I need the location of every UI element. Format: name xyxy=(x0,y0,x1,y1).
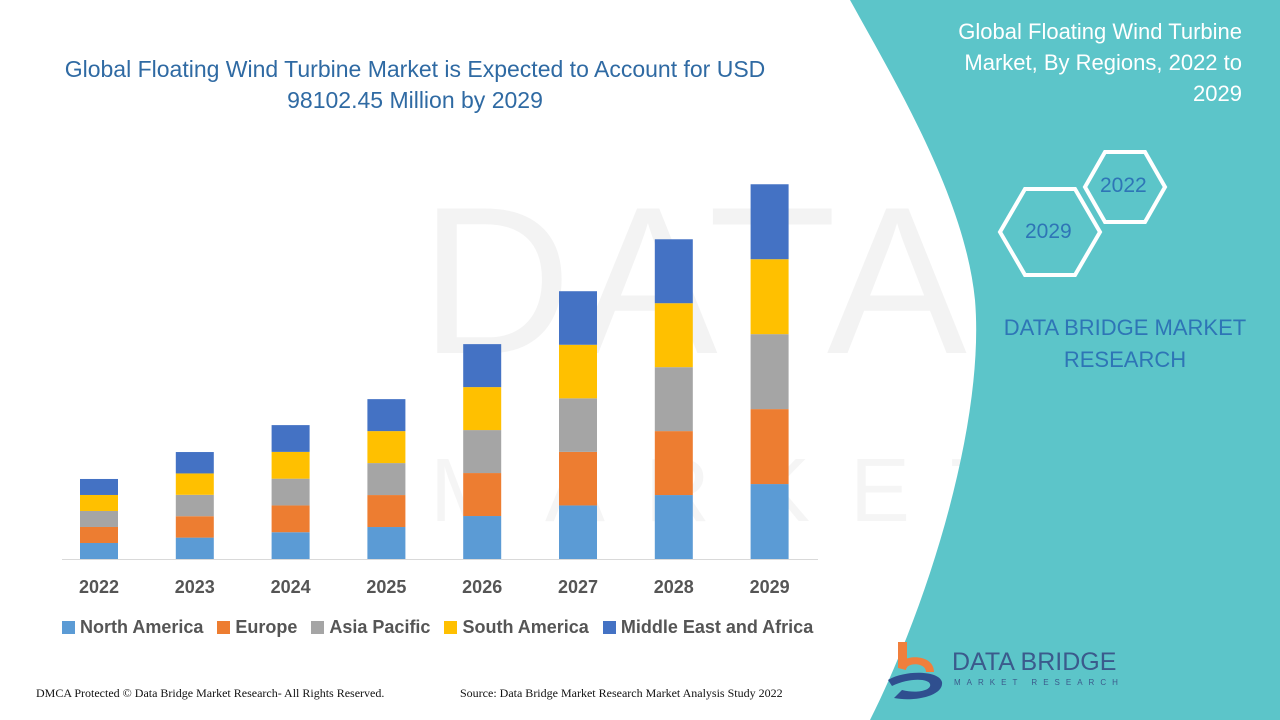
bar-2023-south-america xyxy=(175,473,214,495)
bar-2022-south-america xyxy=(80,494,118,511)
bar-2026-europe xyxy=(463,473,502,517)
legend-item: South America xyxy=(444,617,589,638)
data-bridge-logo-icon xyxy=(888,642,943,700)
panel-title: Global Floating Wind Turbine Market, By … xyxy=(958,19,1242,106)
legend-swatch xyxy=(217,621,231,634)
hex-label-2022: 2022 xyxy=(1100,174,1147,197)
bar-2028-south-america xyxy=(654,303,693,368)
legend-item: Middle East and Africa xyxy=(602,617,814,638)
legend: North America Europe Asia Pacific South Ame… xyxy=(62,617,813,638)
bar-2027-middle-east-and-africa xyxy=(559,291,597,345)
bar-2024-europe xyxy=(271,505,310,533)
hexagon-2022 xyxy=(1082,150,1168,224)
logo-name: DATA BRIDGE xyxy=(952,648,1117,676)
x-tick-label: 2029 xyxy=(750,577,790,597)
bar-2026-south-america xyxy=(463,387,502,431)
bar-2028-middle-east-and-africa xyxy=(654,239,693,304)
bar-2027-north-america xyxy=(559,505,597,559)
legend-item: Europe xyxy=(217,617,297,638)
bar-2028-europe xyxy=(654,431,693,496)
hexagon-2029 xyxy=(997,187,1103,277)
bar-2024-south-america xyxy=(271,451,310,479)
bar-2029-europe xyxy=(750,409,789,485)
x-tick-label: 2023 xyxy=(175,577,215,597)
bar-2024-north-america xyxy=(271,532,310,559)
bar-2029-asia-pacific xyxy=(750,334,789,410)
bar-2022-middle-east-and-africa xyxy=(80,478,118,495)
bar-2025-asia-pacific xyxy=(367,463,406,496)
hex-label-2029: 2029 xyxy=(1025,220,1072,243)
bar-2027-south-america xyxy=(559,344,597,399)
bar-2024-middle-east-and-africa xyxy=(271,425,310,452)
bar-2027-europe xyxy=(559,451,597,506)
bar-2022-north-america xyxy=(80,542,118,559)
bar-2025-south-america xyxy=(367,431,406,464)
bar-2027-asia-pacific xyxy=(559,398,597,452)
bar-2022-europe xyxy=(80,526,118,543)
stacked-bar-chart: 2022 2023 2024 2025 2026 2027 2028 2029 xyxy=(62,184,818,597)
x-tick-label: 2026 xyxy=(462,577,502,597)
x-tick-label: 2025 xyxy=(366,577,406,597)
x-tick-label: 2024 xyxy=(271,577,311,597)
chart-title: Global Floating Wind Turbine Market is E… xyxy=(64,56,766,113)
legend-label: South America xyxy=(462,617,589,637)
bar-2023-middle-east-and-africa xyxy=(175,452,214,474)
bar-2026-middle-east-and-africa xyxy=(463,344,502,388)
x-tick-label: 2028 xyxy=(654,577,694,597)
brand-text: DATA BRIDGE MARKET RESEARCH xyxy=(1003,315,1247,372)
bar-2025-north-america xyxy=(367,527,406,559)
legend-item: Asia Pacific xyxy=(311,617,430,638)
legend-swatch xyxy=(311,621,325,634)
x-tick-label: 2022 xyxy=(79,577,119,597)
bar-2026-north-america xyxy=(463,516,502,559)
bar-2028-asia-pacific xyxy=(654,367,693,432)
bar-2029-north-america xyxy=(750,484,789,559)
legend-swatch xyxy=(602,621,616,634)
bar-2025-middle-east-and-africa xyxy=(367,399,406,432)
x-tick-label: 2027 xyxy=(558,577,598,597)
legend-swatch xyxy=(444,621,458,634)
source-note: Source: Data Bridge Market Research Mark… xyxy=(460,686,783,700)
legend-label: Europe xyxy=(235,617,298,637)
bar-2023-asia-pacific xyxy=(175,494,214,517)
bar-2022-asia-pacific xyxy=(80,510,118,527)
legend-label: Middle East and Africa xyxy=(620,617,814,637)
bar-2026-asia-pacific xyxy=(463,430,502,474)
legend-item: North America xyxy=(62,617,203,638)
bar-2024-asia-pacific xyxy=(271,478,310,506)
copyright-note: DMCA Protected © Data Bridge Market Rese… xyxy=(36,686,385,700)
bar-2025-europe xyxy=(367,495,406,528)
logo-subtitle: MARKET RESEARCH xyxy=(954,678,1124,687)
bar-2028-north-america xyxy=(654,495,693,559)
bar-2029-middle-east-and-africa xyxy=(750,184,789,260)
bar-2029-south-america xyxy=(750,259,789,335)
legend-swatch xyxy=(62,621,75,634)
legend-label: Asia Pacific xyxy=(329,617,431,637)
legend-label: North America xyxy=(80,617,204,637)
bar-2023-north-america xyxy=(175,537,214,559)
bar-2023-europe xyxy=(175,516,214,538)
